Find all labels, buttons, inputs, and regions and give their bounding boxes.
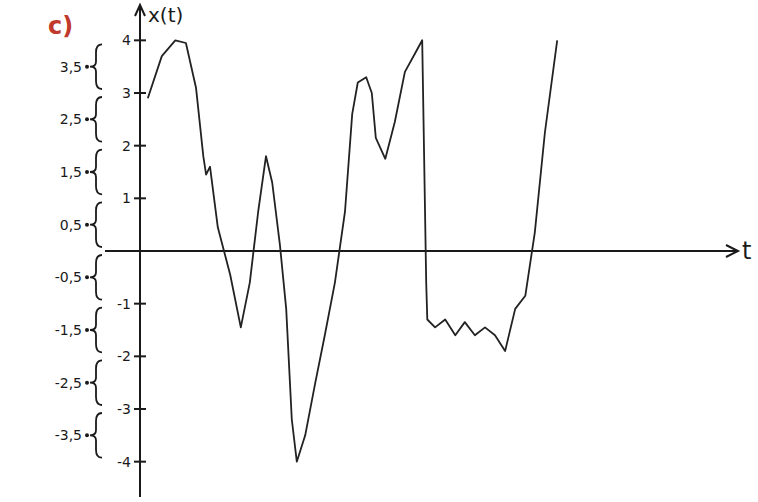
y-tick	[134, 355, 146, 357]
x-axis-label: t	[742, 237, 751, 265]
level-brace	[90, 44, 102, 89]
level-dot	[85, 223, 89, 227]
level-brace	[90, 255, 102, 300]
level-label: 0,5	[60, 217, 82, 233]
level-label: -0,5	[55, 269, 82, 285]
y-tick-label: 4	[122, 32, 131, 48]
y-tick-label: -2	[117, 348, 131, 364]
x-axis-arrow	[726, 245, 738, 257]
level-brace	[90, 202, 102, 247]
y-tick	[134, 461, 146, 463]
y-tick-label: -4	[117, 454, 131, 470]
line-series	[148, 40, 557, 461]
level-brace	[90, 308, 102, 353]
y-tick	[134, 145, 146, 147]
y-tick	[134, 197, 146, 199]
y-tick	[134, 39, 146, 41]
level-label: -2,5	[55, 375, 82, 391]
level-brace	[90, 97, 102, 142]
y-tick-label: 3	[122, 85, 131, 101]
y-axis-label: x(t)	[148, 3, 183, 27]
level-dot	[85, 381, 89, 385]
level-dot	[85, 328, 89, 332]
level-brace	[90, 413, 102, 458]
level-dot	[85, 433, 89, 437]
level-label: -3,5	[55, 427, 82, 443]
y-axis-arrow	[135, 5, 145, 16]
y-tick	[134, 92, 146, 94]
y-tick-label: -3	[117, 401, 131, 417]
y-tick-label: 1	[122, 190, 131, 206]
level-label: 1,5	[60, 164, 82, 180]
y-tick	[134, 408, 146, 410]
level-dot	[85, 170, 89, 174]
level-brace	[90, 150, 102, 195]
level-dot	[85, 117, 89, 121]
level-dot	[85, 65, 89, 69]
y-axis	[139, 5, 141, 497]
y-tick	[134, 303, 146, 305]
plot-area	[148, 40, 557, 461]
level-label: -1,5	[55, 322, 82, 338]
x-axis	[105, 250, 738, 252]
y-tick-label: -1	[117, 296, 131, 312]
level-label: 3,5	[60, 59, 82, 75]
chart: x(t) t c) -4 -3 -2 -1 1 2 3 4 3,5 2,5 1,5 0,5 -0,5 -1,5 -…	[0, 0, 758, 502]
level-dot	[85, 275, 89, 279]
title: c)	[48, 12, 73, 40]
level-label: 2,5	[60, 111, 82, 127]
level-brace	[90, 360, 102, 405]
y-tick-label: 2	[122, 138, 131, 154]
